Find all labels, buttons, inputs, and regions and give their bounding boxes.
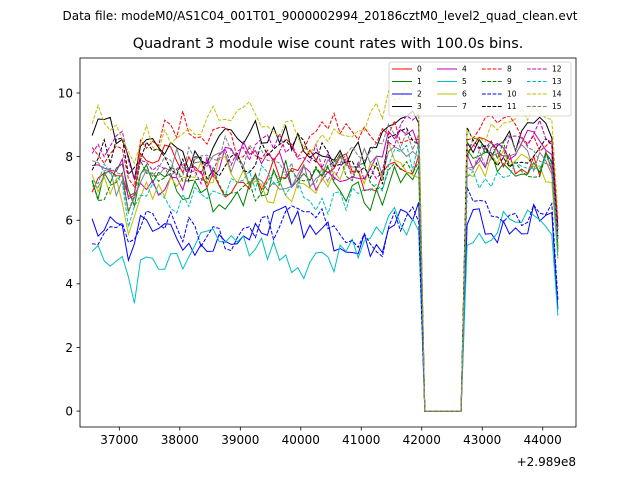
series-line-12 xyxy=(91,112,559,412)
x-tick-label: 39000 xyxy=(221,433,259,447)
legend-label-9: 9 xyxy=(507,77,512,86)
x-tick-label: 40000 xyxy=(282,433,320,447)
plot-area xyxy=(91,82,559,412)
series-line-10 xyxy=(92,187,559,412)
y-tick-label: 10 xyxy=(58,86,73,100)
legend-label-3: 3 xyxy=(417,102,422,111)
series-line-1 xyxy=(91,147,559,412)
legend-label-12: 12 xyxy=(552,65,562,74)
legend-label-5: 5 xyxy=(462,77,467,86)
x-tick-label: 43000 xyxy=(463,433,501,447)
legend-label-6: 6 xyxy=(462,90,467,99)
series-line-13 xyxy=(91,142,559,412)
series-line-5 xyxy=(91,206,559,412)
series-line-6 xyxy=(91,141,559,412)
legend-label-1: 1 xyxy=(417,77,422,86)
legend-label-8: 8 xyxy=(507,65,512,74)
legend-label-13: 13 xyxy=(552,77,562,86)
series-line-11 xyxy=(91,127,559,412)
x-tick-label: 41000 xyxy=(342,433,380,447)
series-line-0 xyxy=(91,136,559,412)
legend-label-4: 4 xyxy=(462,65,467,74)
legend-label-10: 10 xyxy=(507,90,517,99)
legend-label-0: 0 xyxy=(417,65,422,74)
y-tick-label: 6 xyxy=(65,214,73,228)
series-line-15 xyxy=(91,122,559,412)
x-offset-label: +2.989e8 xyxy=(517,455,576,469)
y-tick-label: 4 xyxy=(65,277,73,291)
legend-label-11: 11 xyxy=(507,102,517,111)
y-tick-label: 2 xyxy=(65,341,73,355)
y-tick-label: 0 xyxy=(65,404,73,418)
series-line-2 xyxy=(91,202,559,412)
axis-ticks: 37000 38000 39000 40000 41000 42000 43000 44000… xyxy=(58,86,562,447)
x-tick-label: 44000 xyxy=(524,433,562,447)
x-tick-label: 42000 xyxy=(403,433,441,447)
legend-label-14: 14 xyxy=(552,90,562,99)
legend-label-15: 15 xyxy=(552,102,562,111)
series-line-3 xyxy=(91,110,559,412)
series-line-14 xyxy=(91,82,559,412)
axes-frame xyxy=(79,57,577,428)
legend-box xyxy=(388,61,572,117)
chart-title: Quadrant 3 module wise count rates with … xyxy=(133,36,524,52)
legend-label-2: 2 xyxy=(417,90,422,99)
x-tick-label: 37000 xyxy=(100,433,138,447)
series-line-9 xyxy=(91,137,559,412)
series-line-7 xyxy=(91,143,559,412)
x-tick-label: 38000 xyxy=(161,433,199,447)
y-tick-label: 8 xyxy=(65,150,73,164)
figure-suptitle: Data file: modeM0/AS1C04_001T01_90000029… xyxy=(62,9,577,23)
series-line-8 xyxy=(91,110,559,412)
legend-label-7: 7 xyxy=(462,102,467,111)
